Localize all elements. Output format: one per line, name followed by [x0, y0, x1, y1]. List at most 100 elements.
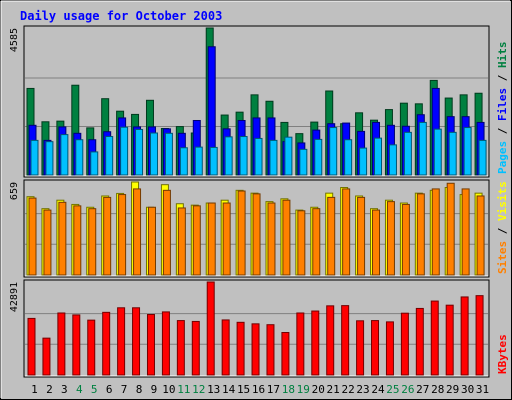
bar-kbytes-4	[72, 314, 81, 376]
bar-kbytes-6	[102, 311, 111, 376]
bar-sites-30	[461, 188, 470, 276]
x-tick-label: 20	[312, 383, 325, 396]
bar-kbytes-31	[475, 295, 484, 376]
x-tick-label: 22	[341, 383, 354, 396]
bar-sites-13	[207, 202, 216, 276]
bar-pages-3	[60, 134, 69, 176]
bar-kbytes-26	[400, 312, 409, 376]
legend-separator: /	[496, 221, 509, 241]
x-tick-label: 24	[371, 383, 385, 396]
x-tick-label: 10	[162, 383, 175, 396]
bar-sites-24	[372, 209, 381, 276]
bar-sites-19	[297, 210, 306, 276]
bar-sites-1	[28, 197, 37, 276]
bar-sites-28	[431, 188, 440, 276]
ymax-label: 659	[9, 182, 20, 200]
bar-pages-29	[448, 131, 457, 176]
legend-separator: /	[496, 121, 509, 141]
x-tick-label: 18	[282, 383, 295, 396]
side-legend: Pages / Files / Hits	[496, 42, 509, 175]
legend-hits: Hits	[496, 42, 509, 69]
x-tick-label: 9	[151, 383, 158, 396]
bar-kbytes-7	[117, 307, 126, 376]
legend-pages: Pages	[496, 141, 509, 174]
bar-sites-15	[237, 190, 246, 276]
bar-sites-29	[446, 182, 455, 276]
x-tick-label: 1	[31, 383, 38, 396]
side-legend: Sites / Visits	[496, 181, 509, 274]
bar-sites-16	[252, 193, 261, 276]
legend-files: Files	[496, 88, 509, 121]
x-tick-label: 27	[416, 383, 429, 396]
x-tick-label: 13	[207, 383, 220, 396]
bar-sites-27	[416, 193, 425, 276]
x-tick-label: 31	[476, 383, 489, 396]
bar-sites-14	[222, 202, 231, 276]
bar-pages-10	[164, 132, 173, 176]
bar-kbytes-12	[191, 320, 200, 376]
bar-kbytes-22	[341, 305, 350, 376]
legend-sites: Sites	[496, 241, 509, 274]
x-tick-label: 6	[106, 383, 113, 396]
bar-sites-3	[58, 201, 67, 276]
x-tick-label: 11	[177, 383, 190, 396]
bar-sites-4	[73, 205, 82, 276]
bar-kbytes-17	[266, 324, 275, 376]
panel-2: 659 Sites / Visits	[9, 179, 509, 278]
bar-pages-13	[209, 146, 218, 176]
panel-3: 42891 KBytes	[9, 279, 509, 378]
bar-kbytes-11	[176, 320, 185, 376]
bar-sites-9	[147, 206, 156, 276]
x-tick-label: 12	[192, 383, 205, 396]
bar-sites-21	[327, 196, 336, 276]
bar-kbytes-2	[42, 337, 51, 376]
x-tick-label: 2	[46, 383, 53, 396]
bar-pages-5	[90, 151, 99, 176]
bar-pages-20	[314, 138, 323, 176]
bar-kbytes-25	[385, 321, 394, 376]
bar-kbytes-1	[27, 317, 36, 376]
bar-kbytes-19	[296, 312, 305, 376]
bar-kbytes-13	[206, 281, 215, 376]
bar-pages-31	[478, 139, 487, 176]
x-tick-label: 23	[356, 383, 369, 396]
x-tick-label: 25	[386, 383, 399, 396]
bar-kbytes-20	[311, 310, 320, 376]
bar-sites-20	[312, 208, 321, 276]
bar-sites-23	[357, 196, 366, 276]
bar-kbytes-15	[236, 321, 245, 376]
x-tick-label: 14	[222, 383, 236, 396]
bar-pages-2	[45, 141, 54, 176]
bar-kbytes-5	[87, 319, 96, 376]
bar-pages-6	[105, 136, 114, 176]
bar-kbytes-30	[460, 296, 469, 376]
legend-separator: /	[496, 68, 509, 88]
bar-pages-8	[135, 128, 144, 176]
bar-kbytes-8	[132, 307, 141, 376]
bar-pages-16	[254, 137, 263, 176]
bar-sites-2	[43, 209, 52, 276]
x-tick-label: 7	[121, 383, 128, 396]
bar-sites-11	[177, 207, 186, 276]
bar-pages-15	[239, 136, 248, 176]
bar-sites-7	[118, 194, 127, 276]
x-tick-label: 29	[446, 383, 459, 396]
bar-kbytes-3	[57, 312, 66, 376]
chart-title: Daily usage for October 2003	[20, 9, 222, 23]
bar-pages-22	[344, 139, 353, 176]
bar-pages-12	[194, 146, 203, 176]
ymax-label: 4585	[9, 28, 20, 52]
x-tick-label: 17	[267, 383, 280, 396]
bar-sites-26	[401, 203, 410, 276]
bar-kbytes-21	[326, 305, 335, 376]
bar-pages-17	[269, 139, 278, 176]
x-tick-label: 5	[91, 383, 98, 396]
bar-pages-30	[463, 127, 472, 176]
x-tick-label: 30	[461, 383, 474, 396]
bar-pages-7	[120, 126, 129, 176]
bar-kbytes-27	[415, 307, 424, 376]
bar-sites-12	[192, 205, 201, 276]
x-tick-label: 16	[252, 383, 265, 396]
x-tick-label: 8	[136, 383, 143, 396]
bar-kbytes-14	[221, 319, 230, 376]
